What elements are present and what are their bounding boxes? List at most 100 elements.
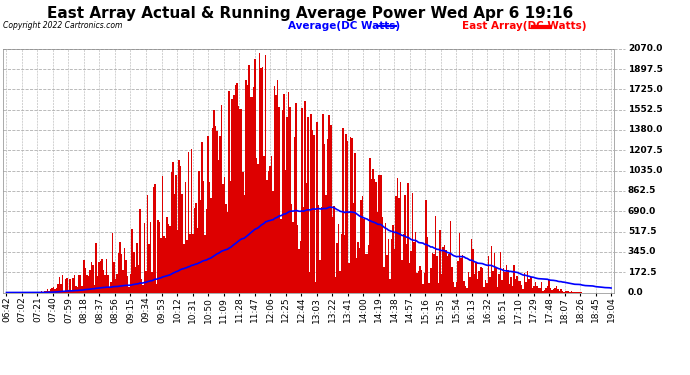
Bar: [391, 239, 392, 292]
Bar: [62, 276, 63, 292]
Bar: [283, 94, 284, 292]
Bar: [144, 224, 145, 292]
Bar: [194, 208, 195, 292]
Bar: [121, 254, 122, 292]
Bar: [331, 217, 333, 292]
Bar: [242, 172, 244, 292]
Bar: [418, 271, 420, 292]
Bar: [171, 172, 172, 292]
Bar: [122, 270, 124, 292]
Bar: [99, 261, 101, 292]
Bar: [520, 281, 521, 292]
Text: 1725.0: 1725.0: [628, 85, 662, 94]
Bar: [130, 274, 132, 292]
Bar: [43, 291, 45, 292]
Text: 1035.0: 1035.0: [628, 166, 662, 175]
Bar: [466, 288, 468, 292]
Bar: [161, 176, 164, 292]
Bar: [326, 195, 327, 292]
Bar: [441, 273, 442, 292]
Bar: [228, 92, 230, 292]
Bar: [366, 254, 368, 292]
Bar: [386, 255, 388, 292]
Bar: [509, 284, 511, 292]
Bar: [558, 289, 559, 292]
Bar: [169, 225, 171, 292]
Bar: [539, 288, 540, 292]
Bar: [90, 262, 92, 292]
Bar: [60, 284, 62, 292]
Bar: [232, 99, 233, 292]
Bar: [253, 87, 254, 292]
Bar: [110, 282, 112, 292]
Bar: [70, 279, 71, 292]
Bar: [483, 287, 484, 292]
Bar: [222, 184, 224, 292]
Bar: [299, 241, 302, 292]
Bar: [536, 286, 538, 292]
Bar: [107, 275, 109, 292]
Bar: [188, 152, 189, 292]
Bar: [198, 171, 199, 292]
Bar: [164, 236, 165, 292]
Bar: [217, 131, 218, 292]
Bar: [109, 287, 110, 292]
Bar: [175, 175, 177, 292]
Bar: [533, 286, 535, 292]
Bar: [436, 256, 437, 292]
Bar: [324, 144, 326, 292]
Bar: [522, 289, 524, 292]
Bar: [88, 276, 89, 292]
Bar: [565, 291, 566, 292]
Bar: [412, 193, 413, 292]
Bar: [156, 284, 157, 292]
Bar: [262, 67, 264, 292]
Bar: [454, 287, 456, 292]
Bar: [52, 287, 55, 292]
Bar: [179, 160, 180, 292]
Bar: [141, 279, 142, 292]
Bar: [501, 280, 503, 292]
Bar: [430, 268, 431, 292]
Bar: [113, 262, 115, 292]
Bar: [280, 219, 282, 292]
Text: 517.5: 517.5: [628, 227, 656, 236]
Bar: [350, 137, 351, 292]
Bar: [459, 233, 460, 292]
Text: East Array(DC Watts): East Array(DC Watts): [462, 21, 586, 31]
Bar: [335, 278, 336, 292]
Bar: [184, 182, 186, 292]
Bar: [42, 291, 43, 292]
Bar: [132, 229, 133, 292]
Bar: [136, 243, 137, 292]
Bar: [540, 282, 542, 292]
Bar: [551, 290, 553, 292]
Bar: [448, 254, 450, 292]
Bar: [529, 279, 530, 292]
Bar: [503, 268, 504, 292]
Bar: [512, 286, 513, 292]
Bar: [79, 274, 80, 292]
Bar: [341, 234, 342, 292]
Bar: [101, 260, 103, 292]
Bar: [368, 245, 369, 292]
Bar: [250, 98, 251, 292]
Bar: [277, 80, 279, 292]
Bar: [84, 268, 86, 292]
Bar: [527, 271, 529, 292]
Bar: [55, 289, 56, 292]
Bar: [433, 254, 435, 292]
Bar: [439, 230, 441, 292]
Bar: [545, 288, 546, 292]
Bar: [219, 136, 221, 292]
Bar: [80, 274, 81, 292]
Bar: [493, 252, 495, 292]
Bar: [393, 249, 395, 292]
Bar: [477, 279, 478, 292]
Bar: [152, 187, 155, 292]
Bar: [290, 204, 292, 292]
Bar: [275, 95, 277, 292]
Bar: [230, 181, 232, 292]
Bar: [531, 288, 533, 292]
Bar: [339, 272, 341, 292]
